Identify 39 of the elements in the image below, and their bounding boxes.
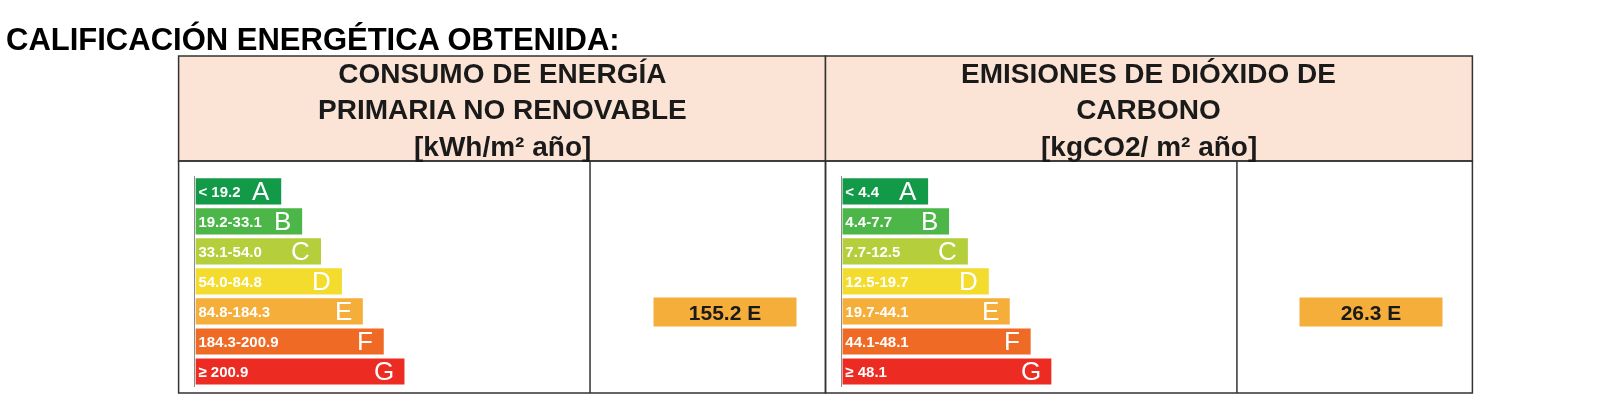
bar	[842, 358, 1052, 385]
annotation: E	[982, 296, 1000, 326]
text: [kgCO2/ m² año]	[1041, 131, 1258, 162]
text: 155.2 E	[688, 300, 762, 324]
text: [kWh/m² año]	[414, 131, 592, 162]
y-tick-label: < 4.4	[845, 182, 880, 200]
bar	[195, 358, 405, 385]
annotation: F	[357, 326, 373, 356]
annotation: C	[938, 236, 957, 266]
y-tick-label: ≥ 200.9	[198, 362, 249, 380]
annotation: E	[335, 296, 353, 326]
y-tick-label: 4.4-7.7	[845, 212, 893, 230]
y-tick-label: 84.8-184.3	[198, 302, 271, 320]
annotation: D	[959, 266, 978, 296]
y-tick-label: 19.2-33.1	[198, 212, 262, 230]
annotation: G	[1021, 356, 1042, 386]
text: EMISIONES DE DIÓXIDO DE CARBONO	[961, 58, 1336, 126]
y-tick-label: 44.1-48.1	[845, 332, 909, 350]
y-tick-label: ≥ 48.1	[845, 362, 887, 380]
annotation: A	[899, 176, 917, 206]
annotation: A	[252, 176, 270, 206]
annotation: B	[274, 206, 292, 236]
y-tick-label: < 19.2	[198, 182, 241, 200]
y-tick-label: 33.1-54.0	[198, 242, 262, 260]
text: 26.3 E	[1340, 300, 1402, 324]
y-tick-label: 7.7-12.5	[845, 242, 901, 260]
text: CALIFICACIÓN ENERGÉTICA OBTENIDA:	[6, 21, 620, 57]
y-tick-label: 54.0-84.8	[198, 272, 262, 290]
bar	[195, 328, 384, 355]
annotation: D	[312, 266, 331, 296]
bar	[842, 328, 1031, 355]
annotation: C	[291, 236, 310, 266]
annotation: G	[374, 356, 395, 386]
annotation: F	[1004, 326, 1020, 356]
annotation: B	[921, 206, 939, 236]
y-tick-label: 19.7-44.1	[845, 302, 909, 320]
y-tick-label: 184.3-200.9	[198, 332, 279, 350]
text: CONSUMO DE ENERGÍA PRIMARIA NO RENOVABLE	[318, 58, 687, 126]
y-tick-label: 12.5-19.7	[845, 272, 909, 290]
